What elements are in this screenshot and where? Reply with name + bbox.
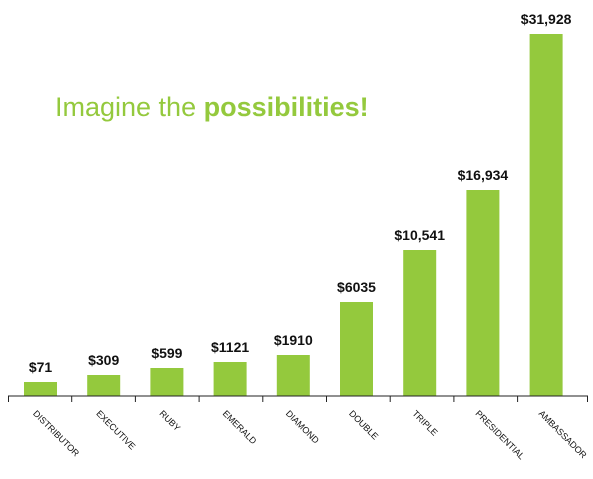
x-tick-label-double: DOUBLE	[347, 408, 380, 441]
headline-normal: Imagine the	[55, 92, 204, 122]
data-label-ruby: $599	[151, 345, 182, 361]
headline-bold: possibilities!	[203, 92, 369, 122]
data-label-ambassador: $31,928	[521, 11, 572, 27]
bar-diamond	[276, 355, 310, 396]
bar-distributor	[24, 382, 57, 396]
bar-double	[340, 302, 373, 396]
x-tick-label-triple: TRIPLE	[410, 408, 439, 437]
bar-emerald	[213, 362, 247, 396]
data-label-double: $6035	[337, 279, 376, 295]
x-tick-label-ambassador: AMBASSADOR	[537, 408, 589, 460]
x-tick-label-presidential: PRESIDENTIAL	[473, 408, 526, 461]
bar-presidential	[466, 190, 500, 396]
data-label-emerald: $1121	[211, 339, 249, 355]
bar-ruby	[150, 368, 184, 396]
bar-triple	[403, 250, 437, 396]
data-label-diamond: $1910	[274, 332, 313, 348]
x-tick-label-diamond: DIAMOND	[284, 408, 321, 445]
bar-executive	[87, 375, 121, 396]
x-tick-label-distributor: DISTRIBUTOR	[31, 408, 81, 458]
x-tick-label-executive: EXECUTIVE	[94, 408, 137, 451]
x-tick-label-ruby: RUBY	[157, 408, 182, 433]
chart-headline: Imagine the possibilities!	[55, 92, 369, 123]
data-label-triple: $10,541	[394, 227, 445, 243]
data-label-presidential: $16,934	[458, 167, 509, 183]
data-label-distributor: $71	[29, 359, 53, 375]
data-label-executive: $309	[88, 352, 119, 368]
bar-ambassador	[529, 34, 563, 396]
x-tick-label-emerald: EMERALD	[221, 408, 259, 446]
